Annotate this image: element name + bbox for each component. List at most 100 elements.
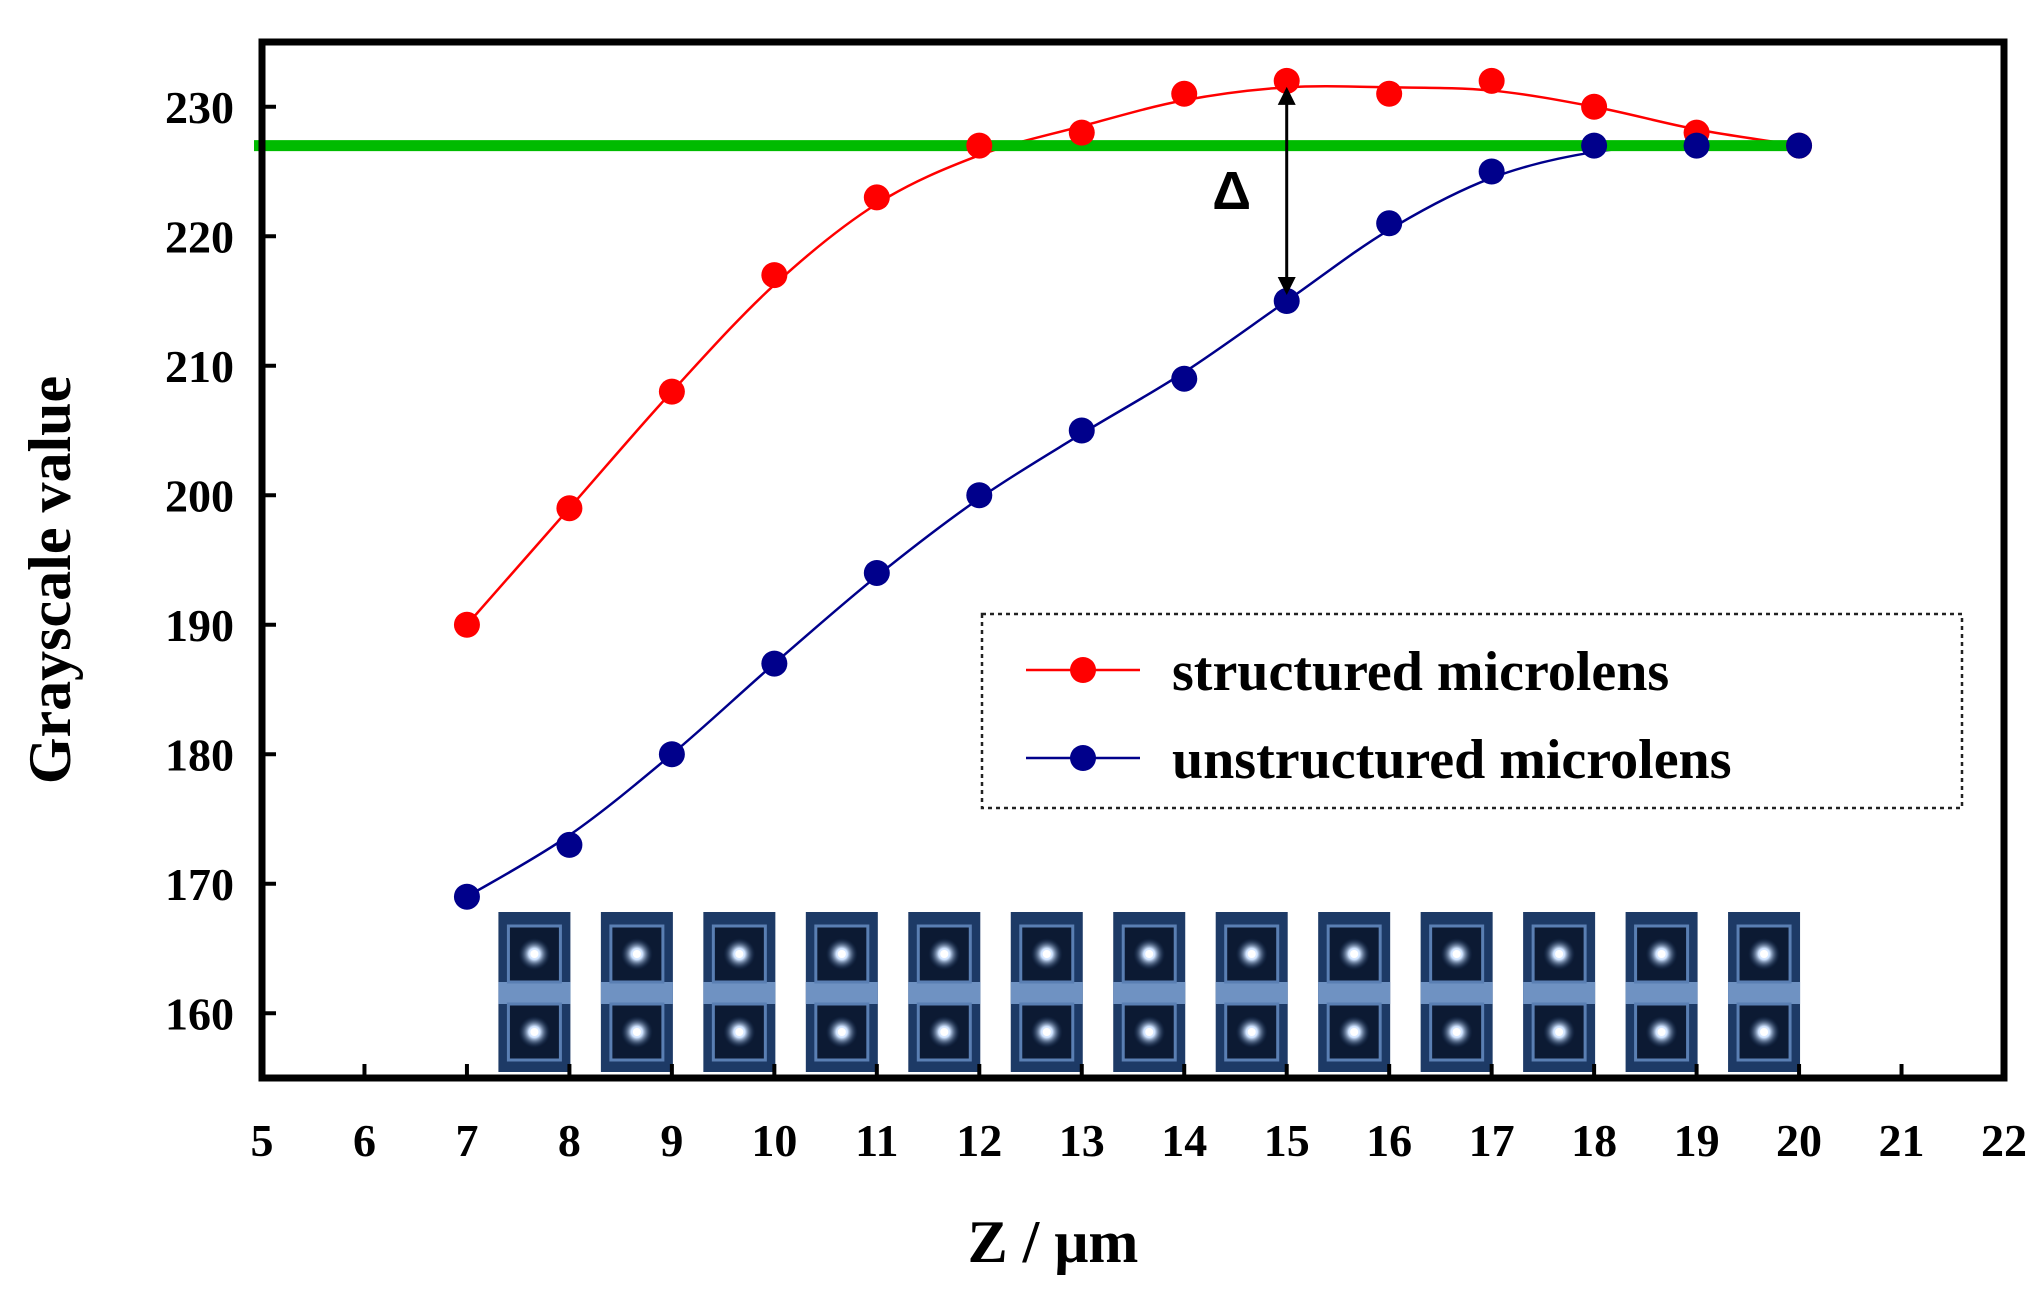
inset-image-9: [600, 912, 673, 1072]
x-tick-label-8: 8: [558, 1115, 581, 1166]
data-point-series-0-x18: [1581, 93, 1608, 120]
inset-image-16: [1318, 912, 1391, 1072]
inset-divider: [908, 982, 981, 1004]
inset-focus-center: [735, 1028, 744, 1036]
data-point-series-1-x16: [1376, 210, 1403, 237]
delta-arrow-head-top: [1277, 86, 1296, 105]
inset-focus-center: [530, 950, 539, 958]
inset-focus-center: [1145, 1028, 1154, 1036]
inset-image-15: [1215, 912, 1288, 1072]
data-point-series-1-x9: [658, 741, 685, 768]
data-point-series-1-x13: [1068, 417, 1095, 444]
x-tick-label-6: 6: [353, 1115, 376, 1166]
data-point-series-0-x13: [1068, 119, 1095, 146]
inset-focus-center: [1657, 950, 1666, 958]
data-point-series-0-x14: [1171, 80, 1198, 107]
inset-focus-center: [1555, 1028, 1564, 1036]
data-point-series-0-x17: [1478, 67, 1505, 94]
inset-divider: [1625, 982, 1698, 1004]
legend-marker-series-0: [1070, 657, 1096, 683]
inset-divider: [498, 982, 571, 1004]
x-tick-label-5: 5: [251, 1115, 274, 1166]
inset-focus-center: [1247, 950, 1256, 958]
data-point-series-1-x14: [1171, 365, 1198, 392]
y-tick-label-230: 230: [165, 82, 234, 133]
legend-label-series-0: structured microlens: [1172, 641, 1669, 703]
inset-images: [498, 912, 1801, 1072]
x-tick-label-20: 20: [1776, 1115, 1822, 1166]
inset-divider: [1318, 982, 1391, 1004]
delta-annotation: Δ: [1212, 86, 1296, 295]
inset-image-14: [1113, 912, 1186, 1072]
inset-divider: [703, 982, 776, 1004]
inset-image-10: [703, 912, 776, 1072]
delta-label: Δ: [1212, 161, 1251, 221]
inset-image-19: [1625, 912, 1698, 1072]
y-tick-label-160: 160: [165, 988, 234, 1039]
inset-focus-center: [735, 950, 744, 958]
fit-curve-series-0: [466, 84, 1800, 626]
x-tick-label-22: 22: [1981, 1115, 2027, 1166]
x-tick-label-19: 19: [1674, 1115, 1720, 1166]
x-tick-label-15: 15: [1264, 1115, 1310, 1166]
x-tick-label-7: 7: [455, 1115, 478, 1166]
data-points: [453, 67, 1813, 910]
x-tick-label-21: 21: [1879, 1115, 1925, 1166]
inset-divider: [805, 982, 878, 1004]
inset-image-11: [805, 912, 878, 1072]
inset-cell: [1019, 1002, 1075, 1062]
legend: structured microlens unstructured microle…: [980, 612, 1964, 810]
inset-divider: [1728, 982, 1801, 1004]
x-tick-label-11: 11: [855, 1115, 898, 1166]
axis-ticks: 5 6 7 8 9 10 11 12 13 14 15 16 17 18 19 20 21 22 160 170 180…: [165, 82, 2027, 1166]
data-point-series-0-x7: [453, 611, 480, 638]
inset-focus-center: [1452, 950, 1461, 958]
x-tick-label-18: 18: [1571, 1115, 1617, 1166]
data-point-series-1-x10: [761, 650, 788, 677]
inset-focus-center: [1555, 950, 1564, 958]
data-point-series-1-x18: [1581, 132, 1608, 159]
y-axis-title: Grayscale value: [17, 376, 83, 784]
inset-focus-center: [940, 950, 949, 958]
data-point-series-0-x12: [966, 132, 993, 159]
legend-box: [980, 612, 1964, 810]
data-point-series-0-x16: [1376, 80, 1403, 107]
inset-focus-center: [837, 950, 846, 958]
inset-focus-center: [1042, 950, 1051, 958]
y-tick-label-210: 210: [165, 341, 234, 392]
legend-marker-series-1: [1070, 745, 1096, 771]
inset-focus-center: [1350, 1028, 1359, 1036]
legend-label-series-1: unstructured microlens: [1172, 729, 1731, 791]
inset-cell: [1429, 1002, 1485, 1062]
data-point-series-0-x9: [658, 378, 685, 405]
inset-image-8: [498, 912, 571, 1072]
inset-cell: [916, 1002, 972, 1062]
inset-focus-center: [530, 1028, 539, 1036]
inset-focus-center: [1657, 1028, 1666, 1036]
data-point-series-0-x11: [863, 184, 890, 211]
x-tick-label-10: 10: [751, 1115, 797, 1166]
x-tick-label-16: 16: [1366, 1115, 1412, 1166]
fit-curve-series-1: [466, 143, 1800, 898]
data-point-series-1-x17: [1478, 158, 1505, 185]
data-point-series-1-x11: [863, 559, 890, 586]
data-point-series-0-x15: [1273, 67, 1300, 94]
data-point-series-0-x10: [761, 262, 788, 289]
data-point-series-1-x7: [453, 883, 480, 910]
plot-frame: [258, 38, 2008, 1082]
inset-focus-center: [940, 1028, 949, 1036]
inset-focus-center: [1350, 950, 1359, 958]
inset-focus-center: [1145, 950, 1154, 958]
x-axis-title: Z / μm: [968, 1209, 1139, 1275]
inset-image-20: [1728, 912, 1801, 1072]
x-tick-label-9: 9: [660, 1115, 683, 1166]
inset-focus-center: [1452, 1028, 1461, 1036]
x-tick-label-12: 12: [956, 1115, 1002, 1166]
inset-focus-center: [1042, 1028, 1051, 1036]
inset-focus-center: [632, 950, 641, 958]
x-tick-label-13: 13: [1059, 1115, 1105, 1166]
inset-image-12: [908, 912, 981, 1072]
data-point-series-1-x20: [1786, 132, 1813, 159]
data-point-series-1-x12: [966, 482, 993, 509]
